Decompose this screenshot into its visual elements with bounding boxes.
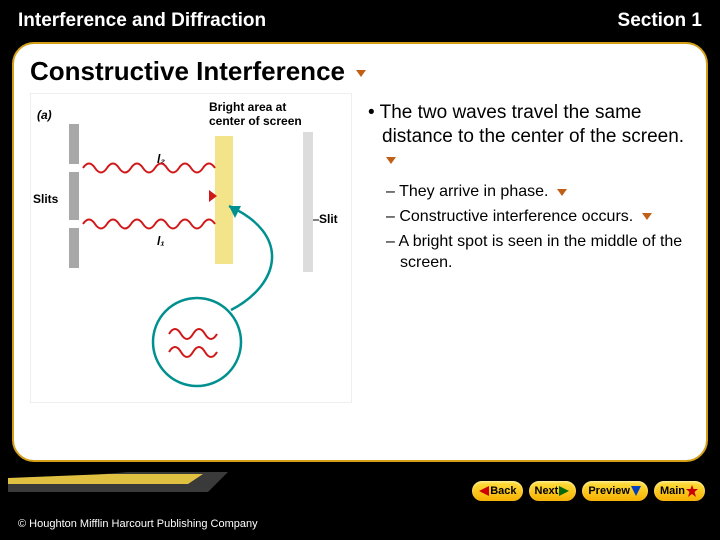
- sub-bullet-text: Constructive interference occurs.: [399, 208, 633, 225]
- anim-marker-icon: [356, 70, 366, 77]
- main-bullet: The two waves travel the same distance t…: [368, 101, 690, 172]
- main-bullet-text: The two waves travel the same distance t…: [380, 102, 684, 147]
- main-label: Main: [660, 485, 685, 497]
- anim-marker-icon: [557, 189, 567, 196]
- main-star-icon: [686, 485, 698, 497]
- section-label: Section 1: [618, 10, 702, 32]
- back-label: Back: [490, 485, 516, 497]
- copyright: © Houghton Mifflin Harcourt Publishing C…: [18, 518, 258, 530]
- preview-label: Preview: [588, 485, 630, 497]
- sub-bullet: A bright spot is seen in the middle of t…: [386, 232, 690, 274]
- main-button[interactable]: Main: [653, 480, 706, 502]
- sub-bullet-text: They arrive in phase.: [399, 183, 548, 200]
- preview-button[interactable]: Preview: [581, 480, 649, 502]
- back-button[interactable]: Back: [471, 480, 523, 502]
- next-label: Next: [535, 485, 559, 497]
- chapter-title: Interference and Diffraction: [18, 10, 266, 32]
- text-column: The two waves travel the same distance t…: [360, 93, 690, 433]
- footer-swoosh: [8, 470, 248, 492]
- anim-marker-icon: [386, 157, 396, 164]
- diagram-svg: [31, 94, 352, 403]
- slide-title: Constructive Interference: [30, 56, 690, 87]
- anim-marker-icon: [642, 213, 652, 220]
- sub-bullet: They arrive in phase.: [386, 182, 690, 203]
- nav-button-row: Back Next Preview Main: [471, 480, 706, 502]
- next-button[interactable]: Next: [528, 480, 578, 502]
- slide-panel: Constructive Interference (a) Bright are…: [12, 42, 708, 462]
- back-arrow-icon: [479, 486, 489, 496]
- preview-arrow-icon: [631, 486, 641, 496]
- next-arrow-icon: [559, 486, 569, 496]
- slide-title-text: Constructive Interference: [30, 56, 345, 86]
- sub-bullet: Constructive interference occurs.: [386, 207, 690, 228]
- sub-bullet-text: A bright spot is seen in the middle of t…: [398, 233, 682, 271]
- diagram: (a) Bright area at center of screen Slit…: [30, 93, 352, 403]
